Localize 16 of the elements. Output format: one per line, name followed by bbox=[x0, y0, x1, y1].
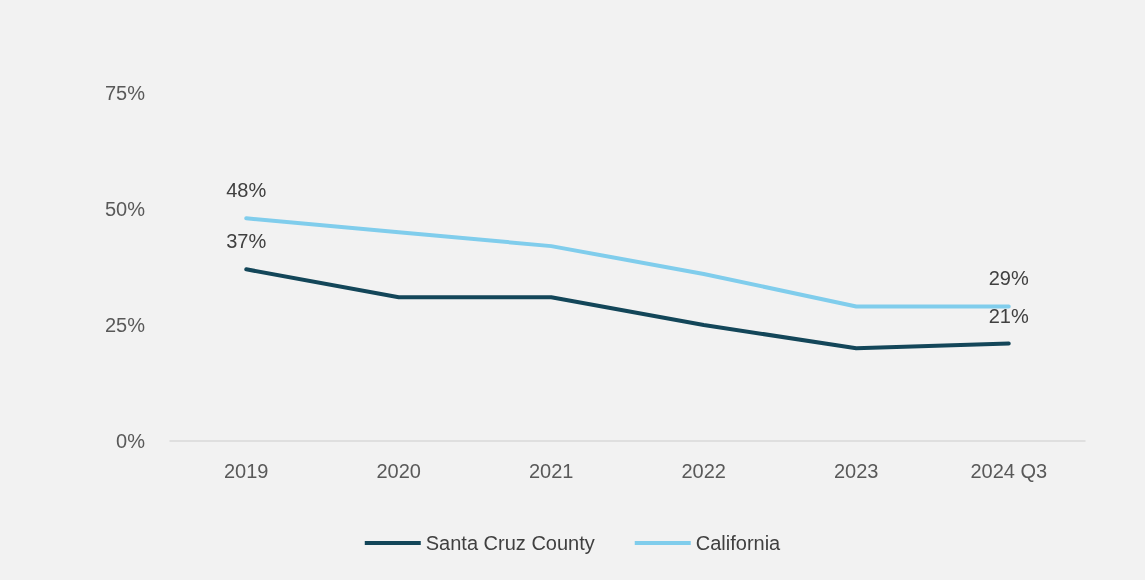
data-label: 29% bbox=[988, 267, 1029, 290]
x-tick-label: 2024 Q3 bbox=[970, 460, 1048, 482]
data-label: 48% bbox=[226, 179, 267, 202]
x-tick-label: 2021 bbox=[529, 460, 574, 482]
x-tick-label: 2023 bbox=[834, 460, 879, 482]
x-tick-label: 2019 bbox=[224, 460, 269, 482]
legend-label: California bbox=[695, 532, 782, 554]
data-label: 21% bbox=[988, 304, 1029, 327]
x-tick-label: 2020 bbox=[376, 460, 421, 482]
y-tick-label: 50% bbox=[104, 198, 146, 220]
y-tick-label: 0% bbox=[116, 430, 146, 452]
y-tick-label: 25% bbox=[104, 314, 146, 336]
x-tick-label: 2022 bbox=[681, 460, 726, 482]
legend-label: Santa Cruz County bbox=[425, 532, 595, 554]
y-tick-label: 75% bbox=[104, 82, 146, 104]
data-label: 37% bbox=[226, 230, 267, 253]
